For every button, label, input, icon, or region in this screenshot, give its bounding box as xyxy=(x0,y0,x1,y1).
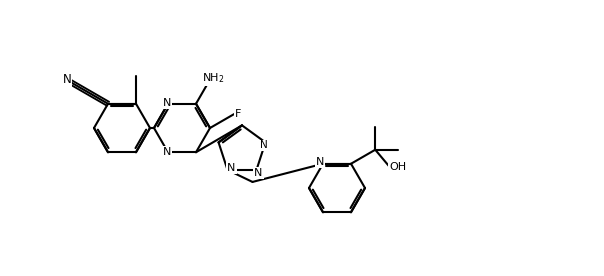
Text: N: N xyxy=(163,98,171,108)
Text: NH$_2$: NH$_2$ xyxy=(202,71,224,85)
Text: N: N xyxy=(254,168,263,178)
Text: N: N xyxy=(316,157,324,167)
Text: OH: OH xyxy=(389,162,406,172)
Text: N: N xyxy=(62,73,71,86)
Text: N: N xyxy=(260,140,268,150)
Text: N: N xyxy=(227,163,236,173)
Text: N: N xyxy=(163,147,171,157)
Text: F: F xyxy=(235,109,242,119)
